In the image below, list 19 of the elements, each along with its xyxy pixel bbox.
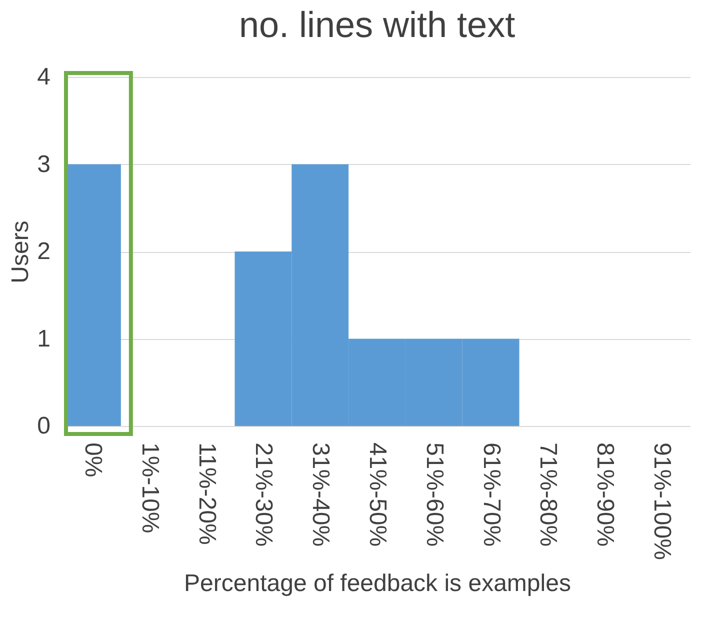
x-tick-label: 81%-90%: [592, 442, 619, 547]
x-tick-label: 71%-80%: [534, 442, 562, 547]
x-tick-label: 91%-100%: [648, 442, 676, 560]
x-tick-label: 21%-30%: [250, 442, 278, 547]
chart-title: no. lines with text: [238, 4, 516, 45]
y-tick-label: 4: [37, 64, 50, 90]
x-tick-label: 51%-60%: [420, 442, 448, 547]
x-tick-label: 61%-70%: [478, 442, 505, 547]
x-tick-label: 31%-40%: [307, 442, 334, 547]
y-tick-label: 3: [37, 150, 50, 178]
y-tick-label: 1: [37, 325, 50, 352]
y-axis-title: Users: [7, 220, 34, 284]
y-tick-label: 0: [37, 412, 50, 440]
x-axis-title: Percentage of feedback is examples: [184, 570, 571, 597]
x-tick-label: 41%-50%: [364, 442, 391, 547]
x-tick-label: 11%-20%: [193, 442, 220, 545]
y-tick-label: 2: [37, 238, 50, 265]
x-tick-label: 1%-10%: [136, 442, 164, 534]
x-tick-label: 0%: [79, 442, 106, 478]
